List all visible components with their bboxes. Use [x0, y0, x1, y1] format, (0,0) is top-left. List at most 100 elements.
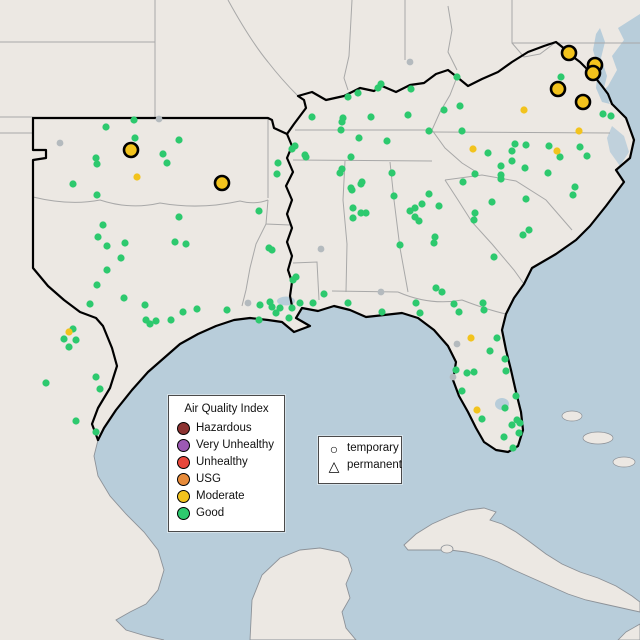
station-dot-good[interactable]	[390, 192, 398, 200]
station-dot-good[interactable]	[455, 308, 463, 316]
station-dot-good[interactable]	[338, 118, 346, 126]
station-dot-good[interactable]	[438, 288, 446, 296]
station-dot-good[interactable]	[141, 301, 149, 309]
station-dot-good[interactable]	[521, 164, 529, 172]
station-dot-good[interactable]	[146, 320, 154, 328]
station-dot-good[interactable]	[268, 246, 276, 254]
station-dot-good[interactable]	[179, 308, 187, 316]
station-dot-good[interactable]	[545, 142, 553, 150]
station-dot-good[interactable]	[347, 184, 355, 192]
station-dot-good[interactable]	[175, 136, 183, 144]
station-dot-good[interactable]	[522, 141, 530, 149]
station-dot-good[interactable]	[130, 116, 138, 124]
station-dot-moderate-temporary[interactable]	[560, 44, 578, 62]
station-dot-moderate-temporary[interactable]	[584, 64, 602, 82]
station-dot-good[interactable]	[92, 373, 100, 381]
station-dot-good[interactable]	[362, 209, 370, 217]
station-dot-good[interactable]	[501, 404, 509, 412]
station-dot-missing[interactable]	[155, 115, 163, 123]
station-dot-moderate-temporary[interactable]	[574, 93, 592, 111]
station-dot-good[interactable]	[425, 127, 433, 135]
station-dot-good[interactable]	[412, 299, 420, 307]
station-dot-missing[interactable]	[56, 139, 64, 147]
station-dot-good[interactable]	[508, 157, 516, 165]
station-dot-good[interactable]	[276, 304, 284, 312]
station-dot-good[interactable]	[470, 216, 478, 224]
station-dot-good[interactable]	[407, 85, 415, 93]
station-dot-good[interactable]	[302, 153, 310, 161]
station-dot-good[interactable]	[274, 159, 282, 167]
station-dot-good[interactable]	[463, 369, 471, 377]
station-dot-good[interactable]	[337, 126, 345, 134]
station-dot-good[interactable]	[171, 238, 179, 246]
station-dot-good[interactable]	[167, 316, 175, 324]
station-dot-good[interactable]	[86, 300, 94, 308]
station-dot-good[interactable]	[500, 433, 508, 441]
station-dot-good[interactable]	[357, 209, 365, 217]
station-dot-good[interactable]	[522, 195, 530, 203]
station-dot-good[interactable]	[458, 387, 466, 395]
station-dot-good[interactable]	[159, 150, 167, 158]
station-dot-good[interactable]	[544, 169, 552, 177]
station-dot-good[interactable]	[497, 175, 505, 183]
station-dot-good[interactable]	[415, 217, 423, 225]
station-dot-good[interactable]	[99, 221, 107, 229]
station-dot-good[interactable]	[320, 290, 328, 298]
station-dot-good[interactable]	[131, 134, 139, 142]
station-dot-moderate[interactable]	[133, 173, 141, 181]
station-dot-good[interactable]	[509, 444, 517, 452]
station-dot-missing[interactable]	[449, 373, 457, 381]
station-dot-good[interactable]	[255, 316, 263, 324]
station-dot-good[interactable]	[42, 379, 50, 387]
station-dot-good[interactable]	[72, 417, 80, 425]
station-dot-good[interactable]	[519, 231, 527, 239]
station-dot-good[interactable]	[452, 366, 460, 374]
station-dot-missing[interactable]	[377, 288, 385, 296]
station-dot-good[interactable]	[508, 421, 516, 429]
station-dot-good[interactable]	[432, 284, 440, 292]
station-dot-good[interactable]	[355, 134, 363, 142]
station-dot-good[interactable]	[72, 336, 80, 344]
station-dot-good[interactable]	[344, 299, 352, 307]
station-dot-good[interactable]	[607, 112, 615, 120]
station-dot-good[interactable]	[471, 209, 479, 217]
station-dot-good[interactable]	[435, 202, 443, 210]
station-dot-good[interactable]	[256, 301, 264, 309]
station-dot-good[interactable]	[354, 89, 362, 97]
station-dot-good[interactable]	[378, 308, 386, 316]
station-dot-good[interactable]	[450, 300, 458, 308]
station-dot-moderate-temporary[interactable]	[213, 174, 231, 192]
station-dot-good[interactable]	[152, 317, 160, 325]
station-dot-good[interactable]	[120, 294, 128, 302]
station-dot-good[interactable]	[349, 204, 357, 212]
station-dot-good[interactable]	[418, 200, 426, 208]
station-dot-good[interactable]	[182, 240, 190, 248]
station-dot-good[interactable]	[456, 102, 464, 110]
station-dot-good[interactable]	[512, 392, 520, 400]
station-dot-good[interactable]	[490, 253, 498, 261]
station-dot-good[interactable]	[308, 113, 316, 121]
station-dot-good[interactable]	[497, 162, 505, 170]
station-dot-good[interactable]	[121, 239, 129, 247]
station-dot-good[interactable]	[336, 169, 344, 177]
station-dot-good[interactable]	[511, 140, 519, 148]
station-dot-good[interactable]	[289, 276, 297, 284]
station-dot-good[interactable]	[508, 147, 516, 155]
station-dot-good[interactable]	[453, 73, 461, 81]
station-dot-missing[interactable]	[244, 299, 252, 307]
station-dot-good[interactable]	[117, 254, 125, 262]
station-dot-good[interactable]	[486, 347, 494, 355]
station-dot-good[interactable]	[431, 233, 439, 241]
station-dot-good[interactable]	[479, 299, 487, 307]
station-dot-good[interactable]	[557, 73, 565, 81]
station-dot-good[interactable]	[94, 233, 102, 241]
station-dot-good[interactable]	[96, 385, 104, 393]
station-dot-good[interactable]	[163, 159, 171, 167]
station-dot-good[interactable]	[103, 266, 111, 274]
station-dot-good[interactable]	[493, 334, 501, 342]
station-dot-good[interactable]	[288, 145, 296, 153]
station-dot-good[interactable]	[103, 242, 111, 250]
station-dot-good[interactable]	[458, 127, 466, 135]
station-dot-good[interactable]	[285, 314, 293, 322]
station-dot-good[interactable]	[480, 306, 488, 314]
